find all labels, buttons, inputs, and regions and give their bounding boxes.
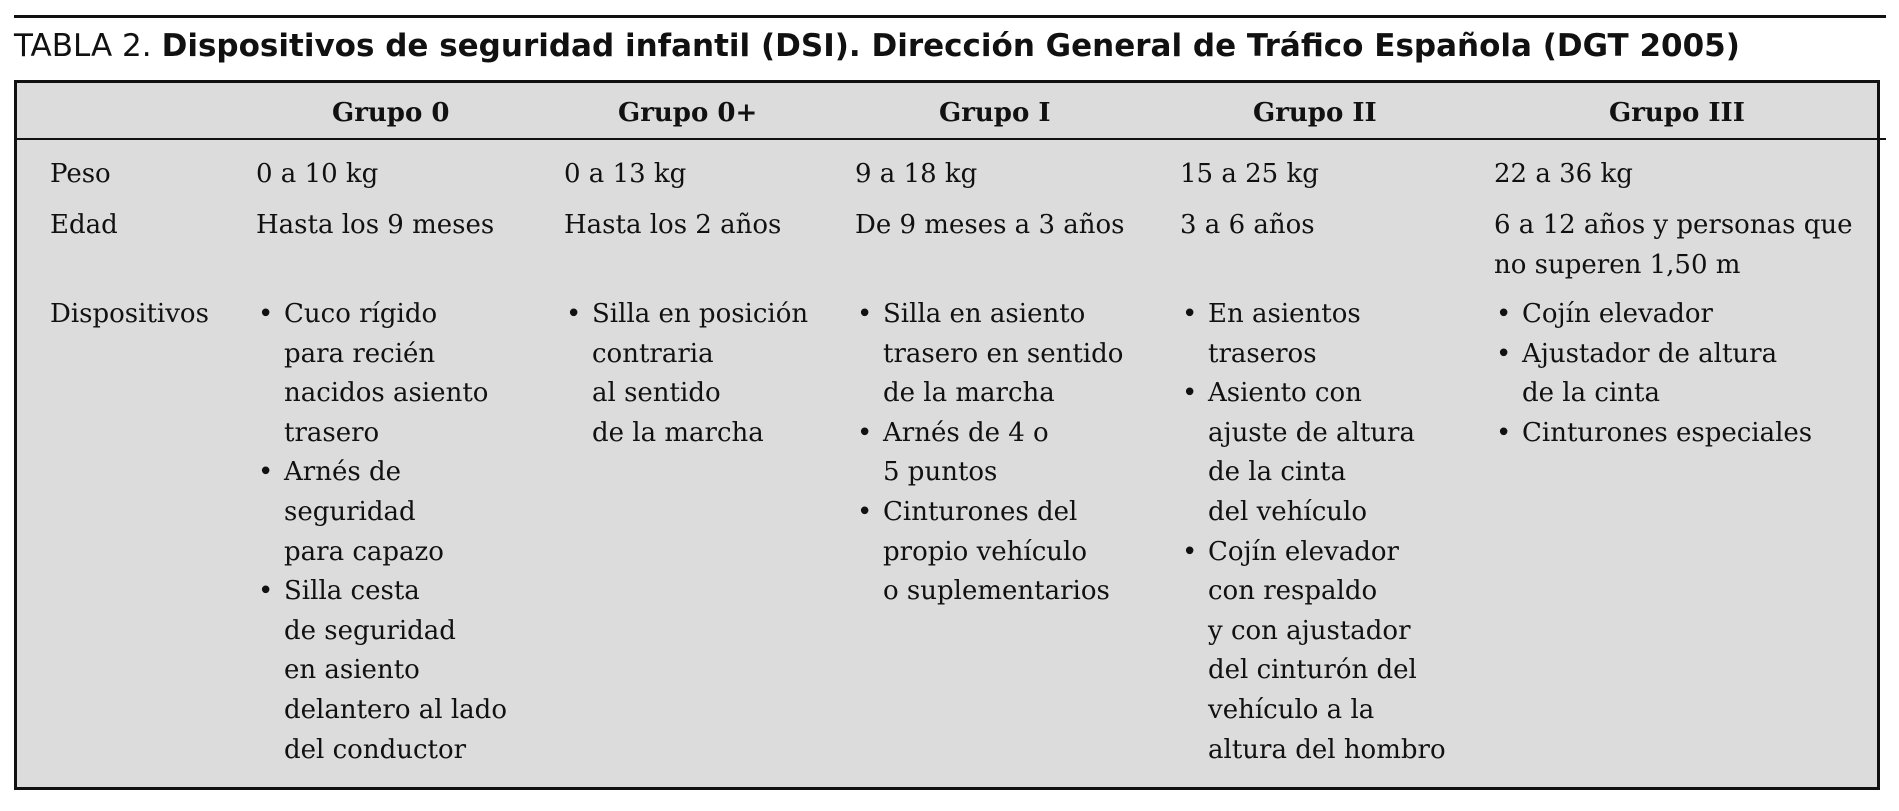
list-item: • Arnés de seguridad para capazo	[256, 453, 507, 572]
list-item: • Silla cesta de seguridad en asiento del…	[256, 572, 507, 770]
header-grupo-iii: Grupo III	[1609, 98, 1745, 128]
list-item-text: Silla cesta de seguridad en asiento dela…	[284, 576, 507, 765]
header-grupo-ii: Grupo II	[1253, 98, 1377, 128]
row-label-peso: Peso	[50, 159, 111, 189]
list-item-text: Cinturones especiales	[1522, 417, 1813, 448]
cell-dispositivos-grupo-i: • Silla en asiento trasero en sentido de …	[855, 295, 1123, 612]
list-item: • Cojín elevador	[1494, 295, 1812, 335]
list-item-text: Arnés de 4 o 5 puntos	[883, 417, 1049, 488]
row-label-edad: Edad	[50, 210, 118, 240]
list-item: • Arnés de 4 o 5 puntos	[855, 414, 1123, 493]
list-item-text: Cuco rígido para recién nacidos asiento …	[284, 299, 489, 448]
list-item-text: Ajustador de altura de la cinta	[1522, 338, 1778, 409]
list-item: • Ajustador de altura de la cinta	[1494, 335, 1812, 414]
table-caption: TABLA 2. Dispositivos de seguridad infant…	[14, 24, 1740, 68]
row-label-dispositivos: Dispositivos	[50, 299, 209, 329]
bullet-icon: •	[566, 299, 582, 329]
cell-dispositivos-grupo-ii: • En asientos traseros • Asiento con ajuste…	[1180, 295, 1446, 770]
cell-peso-grupo-ii: 15 a 25 kg	[1180, 159, 1319, 189]
caption-prefix: TABLA 2.	[14, 28, 152, 64]
cell-edad-grupo-0plus: Hasta los 2 años	[564, 210, 782, 240]
list-item-text: Asiento con ajuste de altura de la cinta…	[1208, 378, 1415, 527]
cell-edad-grupo-i: De 9 meses a 3 años	[855, 210, 1125, 240]
bullet-icon: •	[1496, 417, 1512, 448]
caption-title: Dispositivos de seguridad infantil (DSI)…	[161, 28, 1740, 64]
list-item: • Cinturones especiales	[1494, 414, 1812, 454]
header-grupo-0plus: Grupo 0+	[618, 98, 758, 128]
cell-edad-grupo-iii: 6 a 12 años y personas que no superen 1,…	[1494, 210, 1853, 280]
list-item: • Silla en asiento trasero en sentido de …	[855, 295, 1123, 414]
list-item-text: Silla en posición contraria al sentido d…	[592, 299, 809, 448]
cell-edad-grupo-0: Hasta los 9 meses	[256, 210, 495, 240]
list-item: • Cojín elevador con respaldo y con ajust…	[1180, 533, 1446, 771]
header-grupo-0: Grupo 0	[332, 98, 450, 128]
cell-peso-grupo-i: 9 a 18 kg	[855, 159, 978, 189]
bullet-icon: •	[1182, 536, 1198, 567]
bullet-icon: •	[857, 299, 873, 329]
bullet-icon: •	[857, 417, 873, 448]
bullet-icon: •	[857, 496, 873, 527]
top-rule	[14, 15, 1886, 18]
table-body	[14, 80, 1880, 790]
list-item-text: En asientos traseros	[1208, 299, 1361, 369]
list-item-text: Arnés de seguridad para capazo	[284, 457, 444, 567]
list-item-text: Cojín elevador con respaldo y con ajusta…	[1208, 536, 1446, 765]
cell-peso-grupo-iii: 22 a 36 kg	[1494, 159, 1633, 189]
cell-edad-grupo-ii: 3 a 6 años	[1180, 210, 1315, 240]
bullet-icon: •	[1182, 299, 1198, 329]
header-grupo-i: Grupo I	[939, 98, 1051, 128]
list-item: • En asientos traseros	[1180, 295, 1446, 374]
list-item: • Silla en posición contraria al sentido …	[564, 295, 808, 453]
cell-dispositivos-grupo-0plus: • Silla en posición contraria al sentido …	[564, 295, 808, 453]
cell-peso-grupo-0: 0 a 10 kg	[256, 159, 379, 189]
list-item: • Asiento con ajuste de altura de la cint…	[1180, 374, 1446, 532]
header-rule	[14, 138, 1886, 140]
bullet-icon: •	[258, 576, 274, 607]
bullet-icon: •	[1496, 299, 1512, 329]
cell-dispositivos-grupo-iii: • Cojín elevador • Ajustador de altura de l…	[1494, 295, 1812, 453]
bullet-icon: •	[1182, 378, 1198, 409]
bullet-icon: •	[258, 299, 274, 329]
list-item: • Cuco rígido para recién nacidos asiento…	[256, 295, 507, 453]
list-item-text: Silla en asiento trasero en sentido de l…	[883, 299, 1124, 409]
cell-dispositivos-grupo-0: • Cuco rígido para recién nacidos asiento…	[256, 295, 507, 770]
list-item: • Cinturones del propio vehículo o suplem…	[855, 493, 1123, 612]
list-item-text: Cinturones del propio vehículo o supleme…	[883, 496, 1110, 607]
bullet-icon: •	[1496, 338, 1512, 369]
bullet-icon: •	[258, 457, 274, 488]
cell-peso-grupo-0plus: 0 a 13 kg	[564, 159, 687, 189]
list-item-text: Cojín elevador	[1522, 299, 1713, 329]
